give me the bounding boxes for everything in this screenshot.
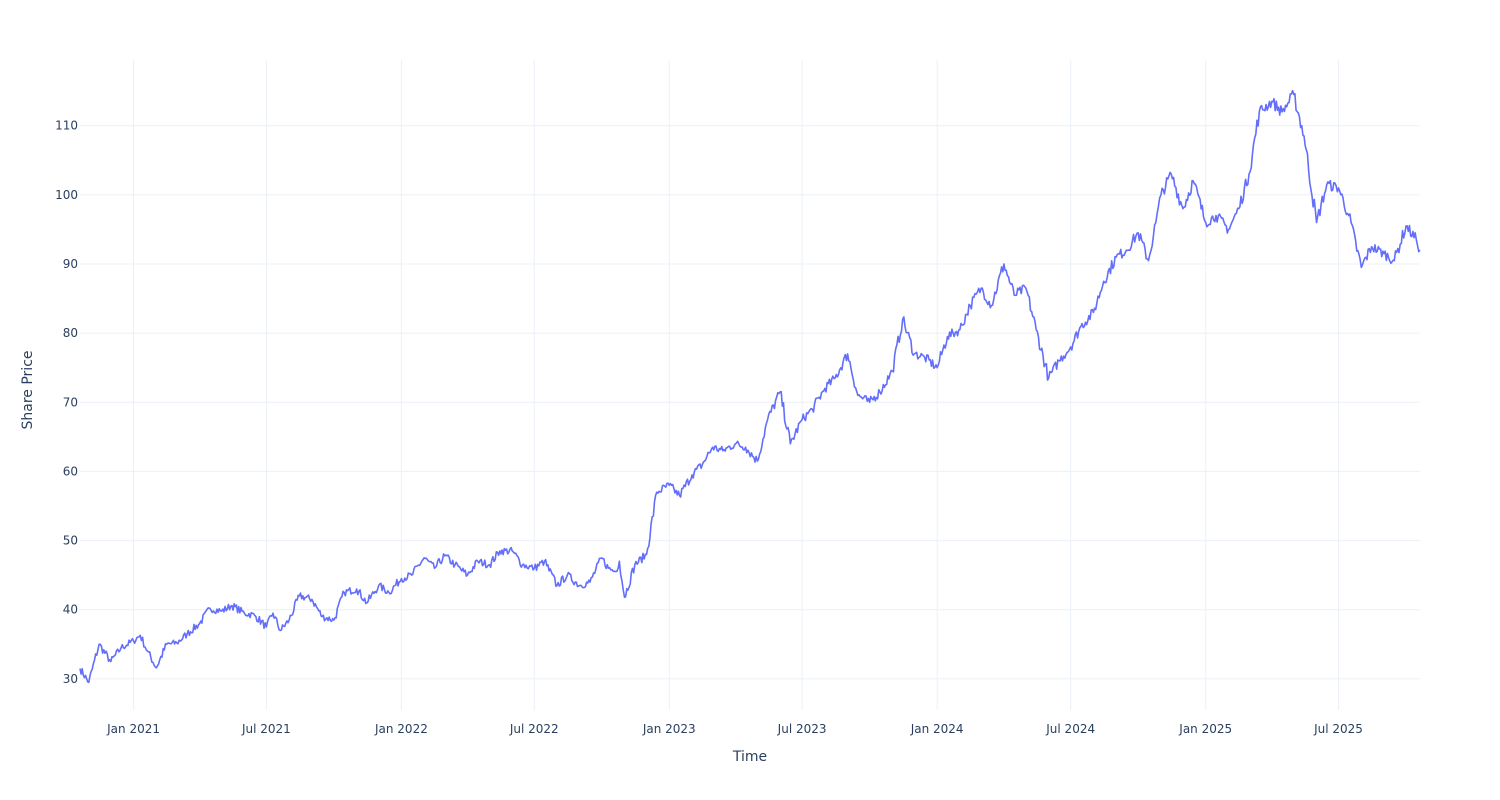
x-tick-label: Jul 2021: [241, 722, 291, 736]
x-tick-label: Jul 2022: [509, 722, 559, 736]
x-tick-label: Jul 2023: [777, 722, 827, 736]
y-axis-ticks: 30 40 50 60 70 80 90 100 110: [55, 119, 78, 686]
y-tick-label: 40: [63, 603, 78, 617]
x-axis-ticks: Jan 2021 Jul 2021 Jan 2022 Jul 2022 Jan 2023…: [106, 722, 1363, 736]
y-axis-title: Share Price: [20, 350, 36, 429]
y-tick-label: 100: [55, 188, 78, 202]
x-tick-label: Jul 2024: [1045, 722, 1095, 736]
grid: [80, 60, 1420, 710]
series-line: [79, 89, 1421, 684]
y-tick-label: 70: [63, 395, 78, 409]
x-tick-label: Jul 2025: [1313, 722, 1363, 736]
x-tick-label: Jan 2022: [374, 722, 428, 736]
series-layer: [79, 89, 1421, 684]
x-tick-label: Jan 2024: [910, 722, 964, 736]
y-tick-label: 110: [55, 119, 78, 133]
y-tick-label: 90: [63, 257, 78, 271]
x-tick-label: Jan 2023: [642, 722, 696, 736]
x-tick-label: Jan 2021: [106, 722, 160, 736]
y-tick-label: 30: [63, 672, 78, 686]
x-tick-label: Jan 2025: [1178, 722, 1232, 736]
y-tick-label: 50: [63, 534, 78, 548]
x-axis-title: Time: [732, 749, 767, 765]
y-tick-label: 80: [63, 326, 78, 340]
y-tick-label: 60: [63, 464, 78, 478]
